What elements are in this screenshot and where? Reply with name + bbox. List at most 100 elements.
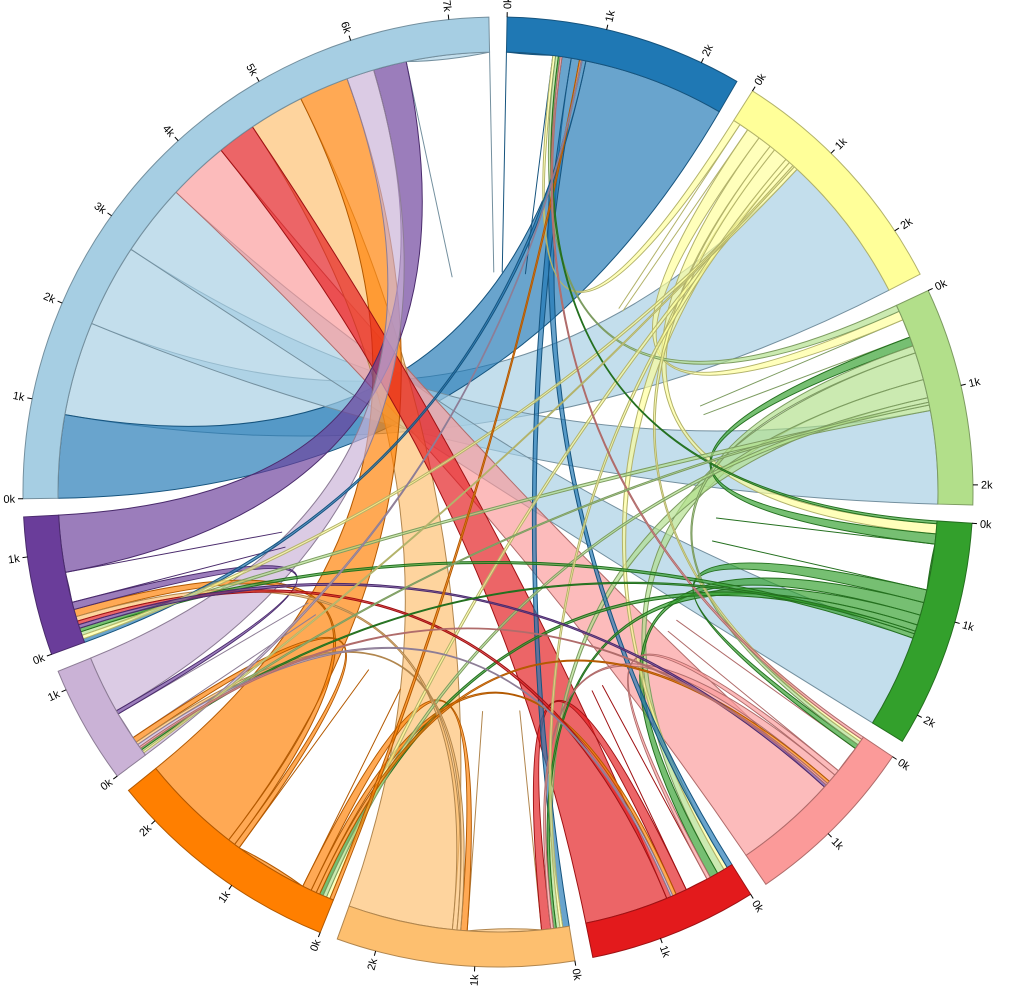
tick-mark	[107, 212, 112, 217]
tick-9-1000: 1k	[7, 553, 28, 567]
chords-layer	[57, 51, 939, 933]
tick-label: 0k	[752, 71, 769, 88]
group-arc-2	[895, 289, 974, 506]
tick-mark	[57, 300, 63, 304]
tick-label: 1k	[833, 135, 850, 152]
tick-label: 7k	[440, 0, 453, 13]
tick-label: 0k	[3, 494, 15, 506]
tick-label: 2k	[981, 479, 993, 491]
group-arc-9	[23, 514, 86, 655]
group-arc-0	[505, 16, 738, 113]
tick-label: 5k	[243, 62, 259, 79]
tick-mark	[927, 287, 933, 291]
chord-6-6	[466, 710, 543, 933]
tick-mark	[892, 756, 897, 760]
tick-10-2000: 2k	[41, 291, 63, 307]
tick-label: 1k	[216, 889, 233, 906]
tick-label: 1k	[469, 974, 482, 987]
tick-label: 4k	[160, 123, 177, 140]
tick-mark	[228, 885, 233, 890]
group-arcs-layer	[22, 16, 974, 968]
tick-label: 2k	[41, 291, 57, 307]
tick-label: 2k	[137, 822, 154, 839]
tick-10-0: 0k	[3, 494, 24, 506]
tick-6-2000: 2k	[366, 950, 381, 972]
tick-label: 0k	[308, 938, 324, 954]
tick-label: 1k	[7, 553, 21, 567]
tick-10-7000: 7k	[440, 0, 453, 20]
tick-0-0: 0k	[502, 0, 514, 18]
tick-2-0: 0k	[927, 277, 949, 293]
tick-mark	[317, 932, 321, 938]
group-arc-1	[733, 90, 921, 291]
tick-mark	[750, 894, 754, 899]
tick-label: 3k	[92, 200, 109, 217]
group-arc-7	[127, 767, 334, 934]
tick-mark	[830, 149, 835, 154]
tick-label: 2k	[921, 714, 937, 730]
group-arc-10	[22, 16, 491, 500]
tick-mark	[954, 621, 960, 624]
ticks-layer: 0k 1k 2k 0k 1k 2k 0k 1k 2k 0k 1k 2k 0k 1k 0k 1k 0k 1k 2k 0k…	[3, 0, 993, 986]
tick-mark	[373, 950, 377, 956]
tick-label: 0k	[502, 0, 514, 9]
tick-mark	[574, 960, 577, 966]
tick-label: 1k	[961, 619, 976, 634]
tick-mark	[700, 57, 704, 63]
tick-mark	[112, 775, 118, 780]
tick-mark	[61, 689, 67, 693]
tick-mark	[894, 227, 900, 232]
tick-9-0: 0k	[31, 652, 52, 667]
chord-4-10	[175, 149, 826, 857]
group-arc-6	[336, 905, 576, 968]
tick-label: 0k	[980, 519, 993, 532]
tick-label: 0k	[98, 776, 115, 793]
tick-10-1000: 1k	[12, 390, 33, 404]
tick-label: 1k	[603, 9, 617, 24]
tick-mark	[174, 136, 179, 142]
tick-mark	[447, 14, 450, 20]
tick-mark	[960, 383, 966, 386]
tick-label: 1k	[46, 688, 62, 704]
tick-label: 1k	[657, 944, 672, 959]
tick-mark	[27, 397, 33, 400]
tick-7-0: 0k	[308, 932, 324, 954]
tick-label: 6k	[338, 20, 353, 35]
tick-8-1000: 1k	[46, 688, 67, 704]
tick-4-0: 0k	[892, 756, 912, 774]
tick-2-2000: 2k	[972, 479, 993, 492]
tick-mark	[917, 714, 922, 718]
group-arc-8	[57, 657, 147, 777]
tick-3-1000: 1k	[954, 619, 976, 634]
tick-label: 0k	[895, 757, 912, 774]
tick-mark	[22, 556, 28, 559]
tick-mark	[348, 35, 352, 41]
tick-label: 2k	[366, 957, 381, 972]
tick-label: 0k	[31, 652, 46, 667]
tick-10-6000: 6k	[338, 20, 353, 41]
tick-label: 1k	[12, 390, 26, 404]
tick-label: 2k	[899, 215, 916, 232]
tick-2-1000: 1k	[960, 376, 983, 390]
tick-mark	[46, 653, 52, 657]
tick-label: 2k	[700, 42, 716, 58]
tick-6-1000: 1k	[469, 966, 482, 987]
tick-6-0: 0k	[569, 960, 583, 982]
tick-5-1000: 1k	[657, 938, 672, 960]
tick-label: 0k	[749, 898, 766, 915]
group-arc-4	[745, 736, 894, 885]
tick-label: 0k	[933, 277, 949, 293]
tick-mark	[256, 76, 260, 82]
tick-mark	[606, 24, 609, 30]
tick-label: 0k	[569, 968, 583, 982]
tick-3-0: 0k	[971, 519, 993, 532]
tick-label: 1k	[829, 836, 846, 853]
tick-0-2000: 2k	[700, 42, 716, 63]
tick-mark	[752, 86, 756, 92]
tick-mark	[660, 938, 663, 944]
tick-0-1000: 1k	[603, 9, 618, 30]
tick-mark	[151, 820, 156, 825]
tick-label: 1k	[968, 376, 983, 390]
group-arc-3	[871, 520, 973, 742]
